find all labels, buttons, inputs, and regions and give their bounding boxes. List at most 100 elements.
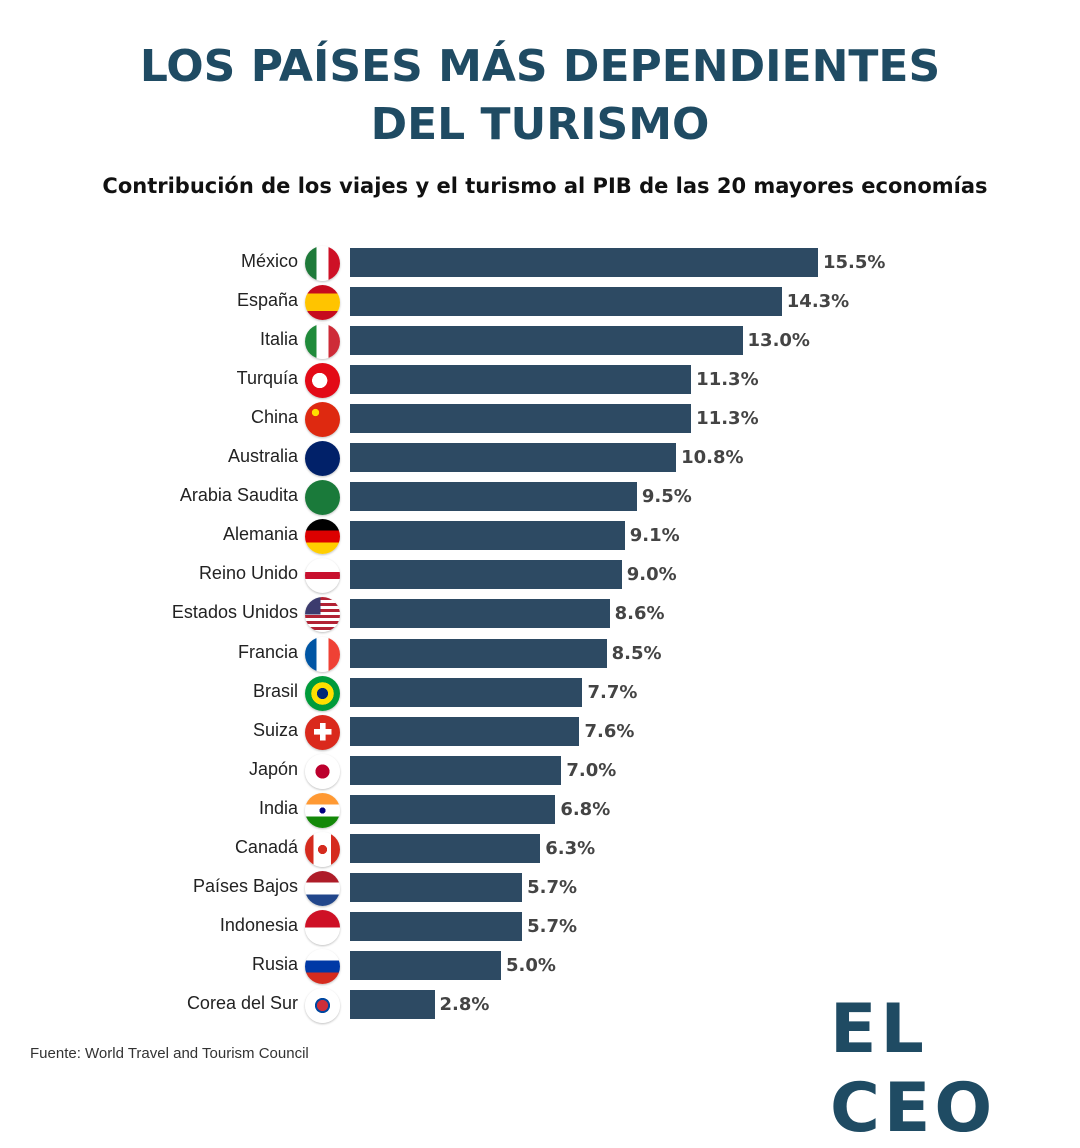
category-label: Canadá bbox=[234, 836, 298, 857]
category-label: México bbox=[240, 251, 298, 271]
bar-row: China 11.3% bbox=[0, 402, 1080, 438]
value-label: 10.8% bbox=[681, 447, 744, 469]
bar-row: Italia 13.0% bbox=[0, 324, 1080, 360]
category-label: Italia bbox=[259, 329, 298, 350]
value-label: 6.3% bbox=[545, 837, 596, 859]
flag-tr-icon bbox=[305, 363, 340, 399]
bar bbox=[350, 443, 677, 473]
value-label: 6.8% bbox=[560, 798, 611, 820]
bar bbox=[350, 560, 622, 590]
value-label: 5.7% bbox=[527, 915, 578, 937]
bar-row: Australia 10.8% bbox=[0, 441, 1080, 477]
value-label: 7.0% bbox=[566, 759, 617, 781]
chart-title: LOS PAÍSES MÁS DEPENDIENTES DEL TURISMO bbox=[0, 38, 1080, 154]
bar bbox=[350, 638, 607, 668]
category-label: Corea del Sur bbox=[186, 992, 298, 1013]
bar-row: Suiza 7.6% bbox=[0, 714, 1080, 750]
flag-de-icon bbox=[305, 519, 340, 555]
bar-row: Rusia 5.0% bbox=[0, 948, 1080, 984]
bar bbox=[350, 755, 562, 785]
value-label: 2.8% bbox=[439, 993, 490, 1015]
flag-cn-icon bbox=[305, 402, 340, 438]
bar-row: Alemania 9.1% bbox=[0, 519, 1080, 555]
bar-chart: México 15.5% España 14.3% Italia 13.0% Turquía… bbox=[0, 246, 1080, 1023]
bar-row: Reino Unido 9.0% bbox=[0, 558, 1080, 594]
value-label: 9.5% bbox=[641, 486, 692, 508]
flag-es-icon bbox=[305, 285, 340, 321]
bar bbox=[350, 248, 818, 277]
bar bbox=[350, 950, 501, 980]
bar bbox=[350, 833, 541, 863]
value-label: 8.6% bbox=[614, 603, 665, 625]
bar-row: Japón 7.0% bbox=[0, 753, 1080, 789]
value-label: 7.6% bbox=[584, 720, 635, 742]
category-label: Arabia Saudita bbox=[179, 485, 298, 506]
flag-gb-icon bbox=[305, 558, 340, 594]
flag-fr-icon bbox=[305, 636, 340, 672]
category-label: Brasil bbox=[252, 680, 298, 701]
flag-kr-icon bbox=[305, 987, 340, 1023]
value-label: 5.7% bbox=[527, 876, 578, 898]
bar-row: Indonesia 5.7% bbox=[0, 909, 1080, 945]
category-label: Estados Unidos bbox=[171, 602, 298, 623]
bar bbox=[350, 716, 580, 746]
category-label: Australia bbox=[227, 446, 298, 467]
flag-us-icon bbox=[305, 597, 340, 633]
flag-br-icon bbox=[305, 675, 340, 711]
bar bbox=[350, 794, 556, 824]
bar bbox=[350, 911, 523, 941]
bar bbox=[350, 326, 743, 356]
value-label: 14.3% bbox=[786, 291, 850, 313]
value-label: 7.7% bbox=[587, 681, 638, 703]
category-label: Indonesia bbox=[219, 914, 298, 935]
bar bbox=[350, 482, 637, 512]
value-label: 11.3% bbox=[696, 408, 759, 430]
logo: EL CEO bbox=[830, 990, 997, 1148]
bar bbox=[350, 365, 692, 395]
bar-row: Estados Unidos 8.6% bbox=[0, 597, 1080, 633]
bar-row: Arabia Saudita 9.5% bbox=[0, 480, 1080, 516]
flag-it-icon bbox=[305, 324, 340, 360]
category-label: Rusia bbox=[251, 953, 298, 974]
flag-id-icon bbox=[305, 909, 340, 945]
category-label: Países Bajos bbox=[192, 875, 298, 896]
category-label: India bbox=[258, 797, 298, 818]
bar-row: Francia 8.5% bbox=[0, 636, 1080, 672]
bar-row: Corea del Sur 2.8% bbox=[0, 987, 1080, 1023]
bar-row: Brasil 7.7% bbox=[0, 675, 1080, 711]
category-label: Alemania bbox=[222, 524, 298, 545]
title-line-2: DEL TURISMO bbox=[370, 99, 710, 150]
bar-row: España 14.3% bbox=[0, 285, 1080, 321]
bar bbox=[350, 677, 583, 707]
flag-au-icon bbox=[305, 441, 340, 477]
source-note: Fuente: World Travel and Tourism Council bbox=[30, 1045, 309, 1062]
value-label: 9.1% bbox=[629, 525, 680, 547]
flag-mx-icon bbox=[305, 246, 340, 281]
category-label: China bbox=[250, 407, 298, 428]
bar-row: Turquía 11.3% bbox=[0, 363, 1080, 399]
category-label: Turquía bbox=[236, 368, 298, 389]
flag-sa-icon bbox=[305, 480, 340, 516]
category-label: Suiza bbox=[252, 719, 298, 740]
bar-row: India 6.8% bbox=[0, 792, 1080, 828]
value-label: 5.0% bbox=[505, 954, 556, 976]
bar bbox=[350, 599, 610, 629]
bar bbox=[350, 989, 435, 1019]
bar-row: Países Bajos 5.7% bbox=[0, 870, 1080, 906]
flag-in-icon bbox=[305, 792, 340, 828]
value-label: 11.3% bbox=[696, 369, 759, 391]
category-label: Francia bbox=[237, 641, 298, 662]
flag-ru-icon bbox=[305, 948, 340, 984]
category-label: España bbox=[236, 290, 298, 311]
bar bbox=[350, 872, 523, 902]
flag-ca-icon bbox=[305, 831, 340, 867]
bar-row: Canadá 6.3% bbox=[0, 831, 1080, 867]
chart-subtitle: Contribución de los viajes y el turismo … bbox=[102, 174, 988, 198]
value-label: 9.0% bbox=[626, 564, 677, 586]
value-label: 8.5% bbox=[611, 642, 662, 664]
bar bbox=[350, 521, 625, 551]
bar bbox=[350, 404, 692, 434]
title-line-1: LOS PAÍSES MÁS DEPENDIENTES bbox=[139, 41, 941, 92]
value-label: 15.5% bbox=[823, 252, 886, 273]
value-label: 13.0% bbox=[747, 330, 810, 352]
